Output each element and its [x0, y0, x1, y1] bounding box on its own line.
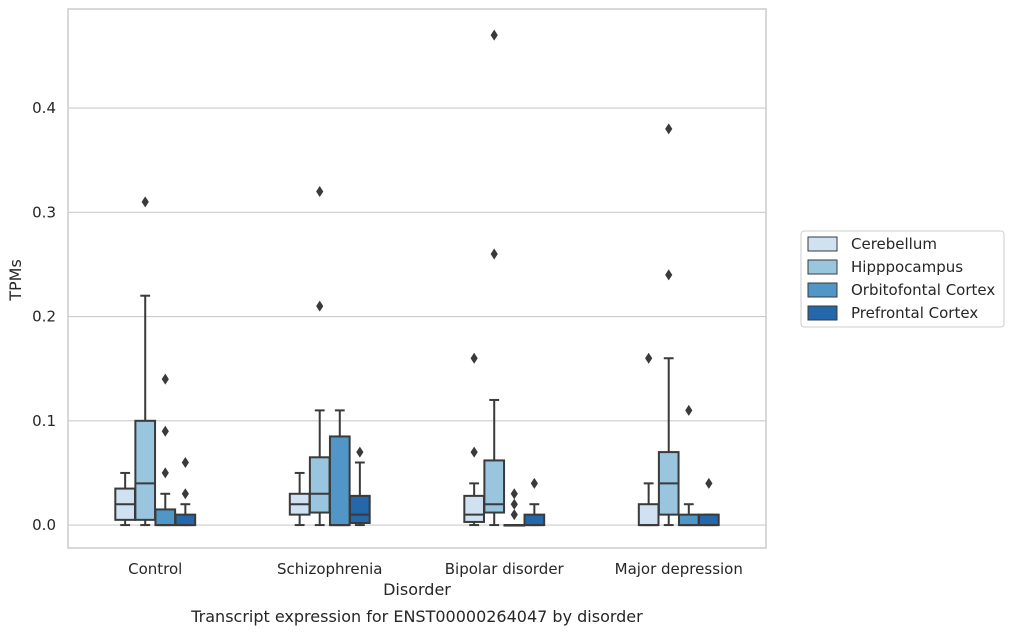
x-tick-label: Bipolar disorder [445, 560, 565, 578]
x-tick-label: Major depression [615, 560, 743, 578]
box [308, 456, 331, 514]
box-group [114, 471, 136, 527]
outlier-point [685, 404, 693, 416]
outlier-point [161, 467, 169, 479]
x-tick-labels: Control Schizophrenia Bipolar disorder Majo… [128, 560, 743, 578]
outlier-point [316, 300, 324, 312]
box-plot-marks [114, 29, 720, 527]
plot-frame [67, 8, 767, 549]
outlier-point [705, 477, 713, 489]
legend-label: Prefrontal Cortex [851, 304, 978, 322]
x-tick-label: Control [128, 560, 182, 578]
box [523, 513, 546, 527]
box [637, 503, 660, 527]
outlier-point [316, 185, 324, 197]
outlier-point [645, 352, 653, 364]
legend-swatch [807, 259, 838, 275]
y-tick-label: 0.3 [32, 203, 56, 221]
box-group [657, 123, 680, 527]
box-group [308, 185, 331, 527]
box [483, 459, 506, 514]
box [154, 508, 177, 527]
x-tick-label: Schizophrenia [277, 560, 382, 578]
box-group [134, 196, 157, 527]
x-axis-title: Disorder [383, 580, 451, 599]
outlier-point [510, 509, 518, 521]
box-group [154, 373, 177, 527]
figure-caption: Transcript expression for ENST0000026404… [190, 607, 643, 626]
y-tick-label: 0.1 [32, 412, 56, 430]
outlier-point [470, 446, 478, 458]
legend-label: Orbitofontal Cortex [851, 281, 995, 299]
y-tick-label: 0.4 [32, 99, 56, 117]
outlier-point [356, 446, 364, 458]
legend-label: Cerebellum [851, 235, 937, 253]
legend-swatch [807, 282, 838, 298]
legend: Cerebellum Hipppocampus Orbitofontal Corte… [800, 230, 1005, 328]
y-tick-label: 0.2 [32, 308, 56, 326]
outlier-point [141, 196, 149, 208]
outlier-point [510, 488, 518, 500]
box [174, 513, 197, 527]
outlier-point [490, 248, 498, 260]
outlier-point [490, 29, 498, 41]
box-group [483, 29, 506, 527]
outlier-point [510, 498, 518, 510]
y-tick-labels: 0.0 0.1 0.2 0.3 0.4 [32, 99, 56, 534]
box [677, 513, 700, 527]
outlier-point [665, 123, 673, 135]
box-group [328, 409, 351, 527]
legend-frame [800, 230, 1005, 328]
outlier-point [470, 352, 478, 364]
outlier-point [181, 488, 189, 500]
legend-swatch [807, 236, 838, 252]
y-tick-label: 0.0 [32, 516, 56, 534]
y-axis-title: TPMs [6, 259, 25, 302]
outlier-point [161, 425, 169, 437]
legend-label: Hipppocampus [851, 258, 963, 276]
box [328, 435, 351, 527]
box-group [503, 488, 526, 527]
legend-swatch [807, 305, 838, 321]
outlier-point [530, 477, 538, 489]
outlier-point [181, 457, 189, 469]
box [349, 494, 371, 524]
box [463, 494, 485, 523]
outlier-point [665, 269, 673, 281]
box [134, 419, 157, 521]
box-group [174, 457, 197, 527]
box-group [523, 477, 546, 527]
outlier-point [161, 373, 169, 385]
box-group [349, 446, 371, 527]
box [698, 513, 720, 527]
box-group [698, 477, 720, 527]
